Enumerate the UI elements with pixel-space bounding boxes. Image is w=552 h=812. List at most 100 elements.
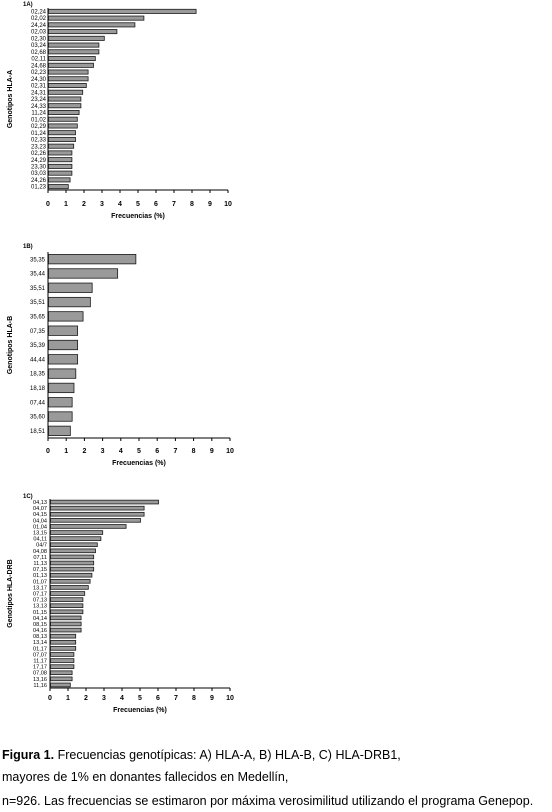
- category-label: 08,13: [33, 634, 47, 640]
- category-label: 18,18: [30, 386, 46, 392]
- category-label: 23,30: [31, 165, 47, 171]
- bar: [48, 8, 197, 14]
- bar: [50, 518, 141, 523]
- x-tick-label: 3: [101, 448, 105, 455]
- bar: [48, 15, 145, 21]
- x-tick-label: 7: [172, 201, 176, 208]
- category-label: 02,11: [31, 57, 46, 63]
- category-label: 35,35: [30, 257, 46, 263]
- bar: [50, 682, 71, 688]
- category-label: 02,24: [31, 9, 47, 15]
- x-axis-title: Frecuencias (%): [113, 707, 167, 714]
- panel-label: 1B): [23, 244, 33, 250]
- x-tick-label: 10: [226, 448, 234, 455]
- bar: [50, 530, 104, 535]
- category-label: 11,24: [31, 111, 46, 117]
- bar: [48, 22, 136, 28]
- category-label: 13,13: [33, 604, 47, 610]
- bar: [50, 627, 82, 633]
- category-label: 44,44: [30, 357, 46, 363]
- panel-label: 1C): [23, 494, 33, 500]
- bar: [48, 116, 78, 122]
- bar: [48, 268, 119, 279]
- bar: [50, 548, 96, 554]
- x-tick-label: 0: [46, 448, 50, 455]
- bar: [50, 609, 84, 615]
- category-label: 11,17: [33, 659, 47, 665]
- category-label: 35,44: [30, 272, 46, 278]
- bar: [50, 591, 86, 596]
- bar: [50, 639, 77, 645]
- category-label: 04,04: [33, 518, 47, 524]
- bar: [48, 49, 100, 55]
- category-label: 24,33: [31, 104, 47, 110]
- category-label: 01,02: [31, 117, 47, 123]
- y-axis-title: Genotipos HLA-B: [7, 316, 14, 374]
- x-tick-label: 7: [174, 695, 178, 702]
- category-label: 02,33: [31, 138, 47, 144]
- category-label: 04,14: [33, 616, 47, 622]
- x-tick-label: 4: [118, 201, 122, 208]
- category-label: 13,14: [33, 640, 47, 646]
- bar: [48, 325, 79, 336]
- bar: [48, 76, 89, 82]
- category-label: 02,03: [31, 30, 47, 36]
- chart-hla-b: 1B)Genotipos HLA-B35,3535,4435,5135,5135…: [7, 244, 234, 467]
- y-axis-title: Genotipos HLA-A: [7, 70, 14, 128]
- bar: [48, 69, 89, 75]
- bar: [50, 633, 77, 639]
- category-label: 35,51: [30, 286, 46, 292]
- bar: [50, 554, 95, 560]
- category-label: 01,15: [33, 610, 47, 616]
- category-label: 04,08: [33, 549, 47, 555]
- x-tick-label: 4: [120, 695, 124, 702]
- bar: [50, 524, 127, 529]
- x-tick-label: 6: [155, 448, 159, 455]
- category-label: 24,26: [31, 178, 47, 184]
- figure-caption-line3: n=926. Las frecuencias se estimaron por …: [2, 794, 534, 808]
- category-label: 02,26: [31, 151, 47, 157]
- category-label: 04,11: [33, 537, 47, 543]
- category-label: 11,13: [33, 561, 47, 567]
- x-tick-label: 6: [156, 695, 160, 702]
- bar: [50, 566, 95, 572]
- x-tick-label: 5: [136, 201, 140, 208]
- bar: [48, 177, 71, 183]
- chart-hla-a: 1A)Genotipos HLA-A02,2402,0224,2402,0302…: [7, 2, 232, 220]
- bar: [48, 150, 73, 156]
- bar: [48, 130, 76, 136]
- x-tick-label: 6: [154, 201, 158, 208]
- bar: [50, 499, 159, 505]
- category-label: 07,07: [33, 652, 47, 658]
- bar: [48, 123, 78, 129]
- category-label: 02,29: [31, 124, 47, 130]
- category-label: 24,24: [31, 23, 47, 29]
- bar: [50, 621, 82, 627]
- bar: [48, 103, 82, 109]
- category-label: 01,17: [33, 646, 47, 652]
- category-label: 07,44: [30, 400, 46, 406]
- category-label: 24,31: [31, 90, 47, 96]
- category-label: 24,30: [31, 77, 47, 83]
- bar: [50, 664, 75, 669]
- x-tick-label: 4: [119, 448, 123, 455]
- category-label: 01,13: [33, 573, 47, 579]
- category-label: 04/7: [36, 543, 47, 549]
- x-axis-title: Frecuencias (%): [112, 460, 166, 467]
- x-tick-label: 1: [64, 201, 68, 208]
- category-label: 13,17: [33, 585, 47, 591]
- bar: [50, 505, 145, 511]
- bar: [50, 597, 84, 602]
- bar: [48, 109, 80, 115]
- x-tick-label: 9: [210, 448, 214, 455]
- bar: [50, 536, 102, 541]
- category-label: 02,30: [31, 36, 47, 42]
- x-tick-label: 8: [190, 201, 194, 208]
- chart-hla-drb: 1C) Genotipos HLA-DRB 04,1304,0704,1504,04…: [7, 494, 234, 714]
- category-label: 01,07: [33, 579, 47, 585]
- x-tick-label: 0: [46, 201, 50, 208]
- x-tick-label: 5: [138, 695, 142, 702]
- bar: [48, 339, 79, 351]
- bar: [48, 96, 82, 102]
- category-label: 03,03: [31, 171, 47, 177]
